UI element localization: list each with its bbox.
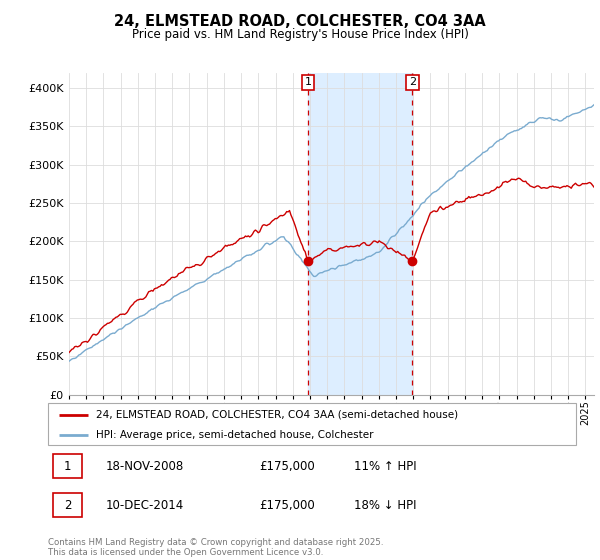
- Text: Contains HM Land Registry data © Crown copyright and database right 2025.
This d: Contains HM Land Registry data © Crown c…: [48, 538, 383, 557]
- Text: £175,000: £175,000: [259, 499, 315, 512]
- Text: 2: 2: [64, 499, 71, 512]
- Text: 1: 1: [304, 77, 311, 87]
- FancyBboxPatch shape: [53, 493, 82, 517]
- FancyBboxPatch shape: [48, 403, 576, 445]
- Text: HPI: Average price, semi-detached house, Colchester: HPI: Average price, semi-detached house,…: [95, 430, 373, 440]
- Text: 18% ↓ HPI: 18% ↓ HPI: [354, 499, 417, 512]
- Text: 18-NOV-2008: 18-NOV-2008: [106, 460, 184, 473]
- Text: 24, ELMSTEAD ROAD, COLCHESTER, CO4 3AA: 24, ELMSTEAD ROAD, COLCHESTER, CO4 3AA: [114, 14, 486, 29]
- Text: 1: 1: [64, 460, 71, 473]
- Text: 24, ELMSTEAD ROAD, COLCHESTER, CO4 3AA (semi-detached house): 24, ELMSTEAD ROAD, COLCHESTER, CO4 3AA (…: [95, 410, 458, 420]
- Text: 11% ↑ HPI: 11% ↑ HPI: [354, 460, 417, 473]
- Text: £175,000: £175,000: [259, 460, 315, 473]
- Bar: [308, 73, 412, 395]
- Text: 2: 2: [409, 77, 416, 87]
- FancyBboxPatch shape: [53, 454, 82, 478]
- Text: Price paid vs. HM Land Registry's House Price Index (HPI): Price paid vs. HM Land Registry's House …: [131, 28, 469, 41]
- Text: 10-DEC-2014: 10-DEC-2014: [106, 499, 184, 512]
